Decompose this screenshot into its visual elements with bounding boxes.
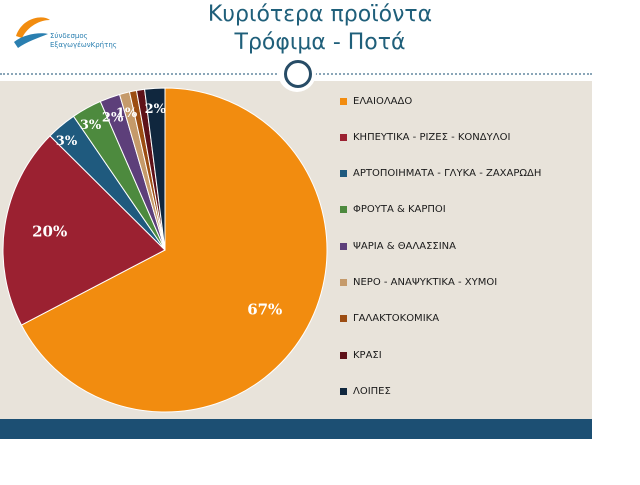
legend-swatch: [340, 206, 347, 214]
legend-item: ΚΡΑΣΙ: [340, 348, 382, 362]
pie-data-label-5: 1%: [116, 106, 138, 121]
legend-swatch: [340, 351, 347, 359]
pie-data-label-2: 3%: [56, 134, 78, 149]
legend-label: ΛΟΙΠΕΣ: [353, 385, 391, 397]
legend-label: ΕΛΑΙΟΛΑΔΟ: [353, 95, 413, 107]
legend-label: ΨΑΡΙΑ & ΘΑΛΑΣΣΙΝΑ: [353, 240, 456, 252]
legend-swatch: [340, 279, 347, 286]
logo-swirl-icon: [14, 17, 50, 48]
legend-item: ΚΗΠΕΥΤΙΚΑ - ΡΙΖΕΣ - ΚΟΝΔΥΛΟΙ: [340, 130, 510, 144]
pie-slice-1: [2, 135, 166, 326]
logo-text: Σύνδεσμος ΕξαγωγέωνΚρήτης: [50, 32, 117, 50]
legend-swatch: [340, 133, 347, 141]
legend-item: ΨΑΡΙΑ & ΘΑΛΑΣΣΙΝΑ: [340, 239, 456, 253]
legend-swatch: [340, 315, 347, 323]
pie-chart: 67%20%3%3%2%1% 2%: [2, 87, 328, 413]
legend-item: ΝΕΡΟ - ΑΝΑΨΥΚΤΙΚΑ - ΧΥΜΟΙ: [340, 276, 497, 290]
legend-label: ΚΡΑΣΙ: [353, 349, 382, 361]
pie-data-label-1: 20%: [32, 223, 67, 241]
legend-label: ΓΑΛΑΚΤΟΚΟΜΙΚΑ: [353, 313, 440, 325]
legend-item: ΛΟΙΠΕΣ: [340, 384, 391, 398]
legend-item: ΕΛΑΙΟΛΑΔΟ: [340, 94, 412, 108]
legend-label: ΑΡΤΟΠΟΙΗΜΑΤΑ - ΓΛΥΚΑ - ΖΑΧΑΡΩΔΗ: [353, 168, 542, 180]
page-subtitle: Τρόφιμα - Ποτά: [234, 30, 406, 55]
pie-data-label-0: 67%: [247, 300, 282, 318]
logo: Σύνδεσμος ΕξαγωγέωνΚρήτης: [12, 12, 124, 56]
pie-data-label-8: 2%: [145, 102, 167, 117]
pie-data-label-4: 2%: [102, 110, 124, 125]
legend-item: ΦΡΟΥΤΑ & ΚΑΡΠΟΙ: [340, 203, 446, 217]
header: Σύνδεσμος ΕξαγωγέωνΚρήτης Κυριότερα προϊ…: [0, 0, 640, 62]
legend-swatch: [340, 242, 347, 250]
legend-label: ΦΡΟΥΤΑ & ΚΑΡΠΟΙ: [353, 204, 446, 216]
divider-ring-icon: [284, 60, 312, 88]
pie-slice-0: [20, 87, 328, 413]
legend-label: ΝΕΡΟ - ΑΝΑΨΥΚΤΙΚΑ - ΧΥΜΟΙ: [353, 277, 498, 288]
legend-swatch: [340, 170, 347, 178]
footer-bar: [0, 419, 592, 439]
logo-line1: Σύνδεσμος: [50, 32, 88, 40]
logo-line2: ΕξαγωγέωνΚρήτης: [50, 41, 117, 49]
legend-item: ΓΑΛΑΚΤΟΚΟΜΙΚΑ: [340, 312, 439, 326]
pie-data-label-3: 3%: [80, 118, 102, 133]
legend-swatch: [340, 387, 347, 395]
legend-label: ΚΗΠΕΥΤΙΚΑ - ΡΙΖΕΣ - ΚΟΝΔΥΛΟΙ: [353, 131, 511, 143]
legend-swatch: [340, 97, 347, 105]
pie-slice-8: [144, 87, 166, 251]
page-title: Κυριότερα προϊόντα: [207, 2, 433, 27]
legend-item: ΑΡΤΟΠΟΙΗΜΑΤΑ - ΓΛΥΚΑ - ΖΑΧΑΡΩΔΗ: [340, 167, 541, 181]
